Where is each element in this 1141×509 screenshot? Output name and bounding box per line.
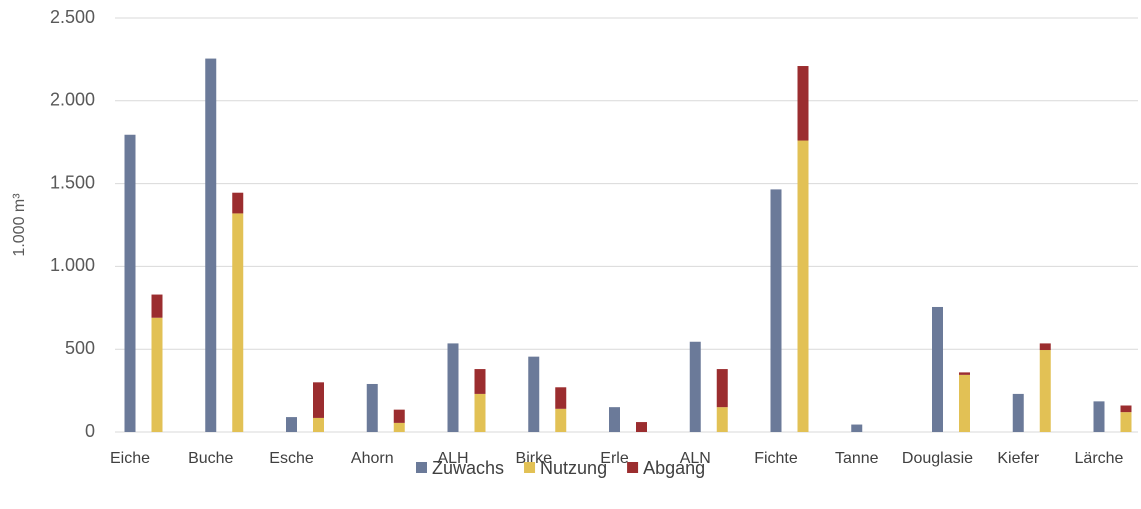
bar <box>1093 401 1105 432</box>
y-axis-label: 1.000 m³ <box>11 193 28 257</box>
x-tick-label: Eiche <box>110 450 150 467</box>
bar <box>366 383 378 432</box>
bar <box>770 189 782 432</box>
bar-segment <box>313 382 324 418</box>
legend-label: Nutzung <box>540 458 607 478</box>
bar <box>124 134 136 433</box>
bar-segment <box>232 192 244 214</box>
legend-swatch <box>524 462 536 473</box>
x-tick-label: Tanne <box>835 450 879 467</box>
bar-segment <box>1039 343 1051 351</box>
bar-segment <box>393 409 405 423</box>
bar-segment <box>1039 350 1051 432</box>
x-tick-label: ALH <box>437 450 468 467</box>
x-tick-label: Douglasie <box>902 450 973 467</box>
bar-segment <box>716 407 728 432</box>
bar <box>932 306 943 432</box>
legend-label: Abgang <box>643 458 705 478</box>
y-tick-label: 2.000 <box>50 90 95 110</box>
bar <box>528 356 540 432</box>
x-tick-label: Esche <box>269 450 314 467</box>
bar-segment <box>151 317 163 432</box>
bar <box>286 417 297 432</box>
bar-segment <box>151 294 163 318</box>
y-tick-label: 0 <box>85 421 95 441</box>
x-tick-label: Kiefer <box>997 450 1039 467</box>
x-tick-label: ALN <box>680 450 711 467</box>
bar-segment <box>1120 405 1132 413</box>
bar-segment <box>797 140 809 432</box>
bar-segment <box>959 374 970 432</box>
legend-label: Zuwachs <box>432 458 504 478</box>
x-tick-label: Fichte <box>754 450 798 467</box>
bar-segment <box>474 369 486 394</box>
bar-segment <box>716 369 728 408</box>
bar <box>205 58 217 433</box>
bar <box>851 424 863 432</box>
legend-swatch <box>627 462 639 473</box>
bar-segment <box>797 66 809 141</box>
bar <box>447 343 459 432</box>
legend-swatch <box>416 462 427 473</box>
bar <box>689 341 701 432</box>
bar-segment <box>959 372 970 375</box>
x-tick-label: Buche <box>188 450 233 467</box>
y-tick-label: 1.000 <box>50 255 95 275</box>
bar <box>609 407 620 432</box>
bar-segment <box>1120 412 1132 432</box>
y-tick-label: 2.500 <box>50 7 95 27</box>
bar-segment <box>232 213 244 432</box>
x-tick-label: Ahorn <box>351 450 394 467</box>
bar-segment <box>636 422 647 432</box>
x-tick-label: Erle <box>600 450 629 467</box>
y-tick-label: 1.500 <box>50 172 95 192</box>
bar-segment <box>474 393 486 432</box>
bar-segment <box>313 417 324 432</box>
y-tick-label: 500 <box>65 338 95 358</box>
x-tick-label: Lärche <box>1075 450 1124 467</box>
bar-segment <box>555 408 567 432</box>
bar <box>1012 393 1024 432</box>
bar-segment <box>393 422 405 432</box>
bar-segment <box>555 387 567 409</box>
